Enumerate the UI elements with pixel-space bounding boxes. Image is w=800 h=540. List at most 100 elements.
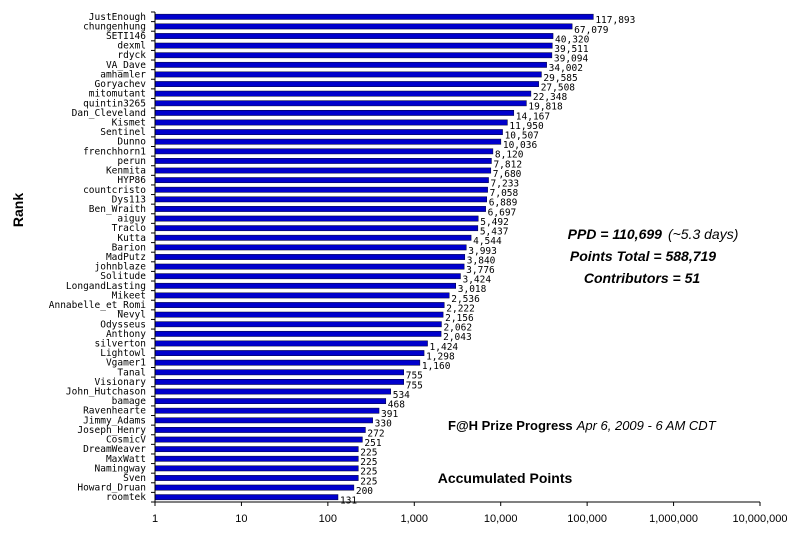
value-label: 2,156: [445, 313, 474, 324]
bar: [154, 52, 553, 59]
bar: [154, 398, 387, 405]
value-label: 11,950: [509, 121, 544, 132]
bar: [154, 23, 573, 30]
value-label: 2,222: [446, 303, 475, 314]
category-label: Dan_Cleveland: [72, 108, 146, 119]
bar: [154, 33, 554, 39]
value-label: 1,160: [422, 361, 451, 372]
bar: [154, 379, 404, 385]
x-axis-title: Accumulated Points: [438, 470, 573, 486]
category-label: Ben_Wraith: [89, 204, 146, 215]
bar: [154, 321, 442, 328]
bar: [154, 129, 503, 135]
value-label: 330: [375, 419, 392, 430]
category-label: HYP86: [117, 175, 146, 186]
category-label: countcristo: [83, 185, 146, 196]
category-label: Sven: [123, 473, 146, 484]
value-label: 7,233: [491, 179, 520, 190]
value-label: 14,167: [516, 111, 550, 122]
ppd-annotation: PPD = 110,699 (~5.3 days): [568, 226, 739, 242]
value-label: 6,697: [488, 207, 517, 218]
category-label: Odysseus: [100, 319, 146, 330]
bar: [154, 234, 472, 241]
bar: [154, 81, 539, 87]
category-label: chungenhung: [83, 21, 146, 32]
value-label: 225: [360, 448, 377, 459]
value-label: 391: [381, 409, 398, 420]
category-label: Anthony: [106, 329, 146, 340]
category-label: mitomutant: [89, 89, 146, 100]
category-label: VA_Dave: [106, 60, 146, 71]
value-label: 39,511: [554, 44, 589, 55]
bar: [154, 215, 479, 222]
category-label: Visionary: [95, 377, 147, 388]
category-label: Traclo: [112, 223, 147, 234]
category-label: Kenmita: [106, 166, 146, 177]
category-label: MadPutz: [106, 252, 146, 263]
category-label: Dys113: [112, 194, 146, 205]
value-label: 2,043: [443, 332, 472, 343]
category-labels: JustEnoughchungenhungSETI146dexmlrdyckVA…: [49, 12, 147, 503]
category-label: Kismet: [112, 117, 146, 128]
bar: [154, 177, 489, 184]
bar: [154, 206, 486, 212]
value-label: 27,508: [541, 82, 576, 93]
value-label: 755: [406, 371, 423, 382]
category-label: Ravenhearte: [83, 406, 146, 417]
category-label: bamage: [112, 396, 147, 407]
category-label: Sentinel: [100, 127, 146, 138]
value-label: 755: [406, 380, 423, 391]
ppd-note: (~5.3 days): [668, 226, 738, 242]
value-label: 117,893: [595, 15, 635, 26]
value-label: 5,492: [480, 217, 509, 228]
x-tick-label: 1: [152, 513, 158, 525]
value-label: 5,437: [480, 227, 509, 238]
value-label: 3,424: [462, 275, 491, 286]
bar: [154, 61, 547, 68]
value-label: 10,036: [503, 140, 538, 151]
bar: [154, 90, 532, 97]
category-label: silverton: [95, 338, 146, 349]
x-axis-ticks: 1 10 100 1,000 10,000 100,000 1,000,000 10,000,…: [152, 502, 788, 525]
category-label: Howard_Druan: [77, 483, 146, 494]
x-tick-label: 100: [319, 513, 337, 525]
category-label: DreamWeaver: [83, 444, 146, 455]
bar: [154, 330, 442, 337]
category-label: quintin3265: [83, 98, 146, 109]
bar: [154, 484, 355, 491]
bars-layer: [154, 13, 594, 501]
bar: [154, 186, 488, 193]
value-label: 2,536: [451, 294, 480, 305]
category-label: Barion: [112, 242, 146, 253]
x-tick-label: 10,000: [484, 513, 518, 525]
bar: [154, 455, 359, 462]
bar: [154, 138, 502, 145]
value-label: 40,320: [555, 34, 590, 45]
ppd-value: PPD = 110,699: [568, 226, 663, 242]
bar: [154, 13, 594, 20]
x-tick-label: 10,000,000: [732, 513, 787, 525]
bar: [154, 263, 465, 270]
category-label: frenchhorn1: [83, 146, 146, 157]
bar: [154, 369, 404, 376]
bar: [154, 436, 363, 443]
category-label: Kutta: [117, 233, 146, 244]
contributors-annotation: Contributors = 51: [584, 270, 701, 286]
x-tick-label: 1,000: [401, 513, 429, 525]
category-label: LongandLasting: [66, 281, 146, 292]
category-label: Namingway: [95, 463, 147, 474]
category-label: Lightowl: [100, 348, 146, 359]
category-label: SETI146: [106, 31, 146, 42]
y-axis-title: Rank: [10, 193, 26, 227]
bar: [154, 407, 380, 414]
bar: [154, 417, 373, 424]
axes: [151, 11, 760, 503]
value-label: 200: [356, 486, 373, 497]
bar: [154, 427, 366, 433]
bar: [154, 350, 425, 356]
category-label: Jimmy_Adams: [83, 415, 146, 426]
bar: [154, 292, 450, 299]
category-label: roomtek: [106, 492, 146, 503]
value-label: 7,058: [490, 188, 519, 199]
